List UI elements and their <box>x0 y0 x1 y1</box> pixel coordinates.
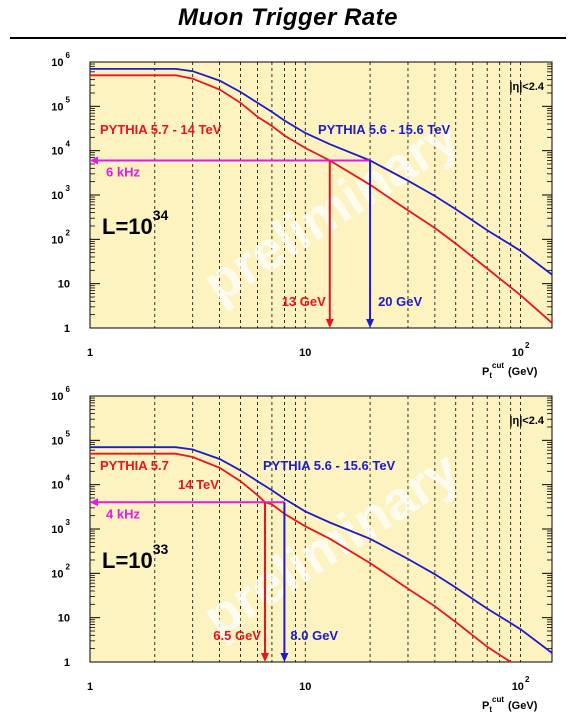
x-tick-label: 102 <box>512 341 530 359</box>
cut-arrowhead <box>325 319 334 328</box>
y-tick-label-exp: 3 <box>66 184 71 193</box>
cut-arrowhead <box>280 653 289 662</box>
y-tick-label-exp: 5 <box>66 95 71 104</box>
cut-arrowhead <box>366 319 375 328</box>
page-title: Muon Trigger Rate <box>177 4 399 31</box>
series-line-2 <box>90 446 553 654</box>
y-tick-label: 106 <box>51 385 70 403</box>
series-line-2 <box>90 68 553 276</box>
y-tick-label: 104 <box>51 474 70 492</box>
series-label-blue: PYTHIA 5.6 - 15.6 TeV <box>318 122 451 137</box>
cut-label: 6.5 GeV <box>213 628 261 643</box>
y-tick-label: 10 <box>58 279 70 291</box>
y-tick-label: 106 <box>51 51 70 69</box>
series-label-red: PYTHIA 5.7 <box>100 458 169 473</box>
cut-arrowhead <box>260 653 269 662</box>
eta-label: |η|<2.4 <box>509 415 544 427</box>
x-axis-label: Ptcut(GeV) <box>482 695 538 714</box>
plot-background <box>90 396 552 662</box>
y-tick-label: 102 <box>51 228 70 246</box>
x-axis-label: Ptcut(GeV) <box>482 361 538 380</box>
series-line-1 <box>90 74 553 324</box>
series-label-red-2: 14 TeV <box>178 477 219 492</box>
y-tick-label-exp: 5 <box>66 429 71 438</box>
x-tick-label: 1 <box>87 681 93 693</box>
x-tick-label: 1 <box>87 347 93 359</box>
threshold-arrowhead <box>90 498 98 507</box>
y-tick-label: 10 <box>58 613 70 625</box>
y-tick-label: 104 <box>51 140 70 158</box>
y-tick-label-exp: 6 <box>66 51 71 60</box>
y-tick-label: 102 <box>51 562 70 580</box>
y-tick-label: 1 <box>64 323 70 335</box>
x-tick-label-exp: 2 <box>525 341 530 350</box>
y-tick-label: 105 <box>51 95 70 113</box>
y-tick-label-exp: 2 <box>66 562 71 571</box>
x-tick-label: 10 <box>299 347 311 359</box>
y-tick-label: 103 <box>51 184 70 202</box>
y-tick-label: 105 <box>51 429 70 447</box>
y-tick-label-exp: 4 <box>66 474 71 483</box>
cut-label: 8.0 GeV <box>290 628 338 643</box>
y-tick-label: 103 <box>51 518 70 536</box>
title-rule <box>10 37 566 39</box>
series-label-red: PYTHIA 5.7 - 14 TeV <box>100 122 222 137</box>
luminosity-label: L=1034 <box>102 207 169 239</box>
plot-background <box>90 62 552 328</box>
x-tick-label-exp: 2 <box>525 675 530 684</box>
threshold-label: 6 kHz <box>106 165 140 180</box>
x-tick-label: 10 <box>299 681 311 693</box>
threshold-arrowhead <box>90 156 98 165</box>
y-tick-label-exp: 4 <box>66 140 71 149</box>
threshold-label: 4 kHz <box>106 506 140 521</box>
x-tick-label: 102 <box>512 675 530 693</box>
y-tick-label: 1 <box>64 657 70 669</box>
cut-label: 20 GeV <box>378 294 422 309</box>
luminosity-label: L=1033 <box>102 541 169 573</box>
y-tick-label-exp: 3 <box>66 518 71 527</box>
cut-label: 13 GeV <box>282 294 326 309</box>
y-tick-label-exp: 2 <box>66 228 71 237</box>
y-tick-label-exp: 6 <box>66 385 71 394</box>
series-label-blue: PYTHIA 5.6 - 15.6 TeV <box>263 458 396 473</box>
eta-label: |η|<2.4 <box>509 81 544 93</box>
